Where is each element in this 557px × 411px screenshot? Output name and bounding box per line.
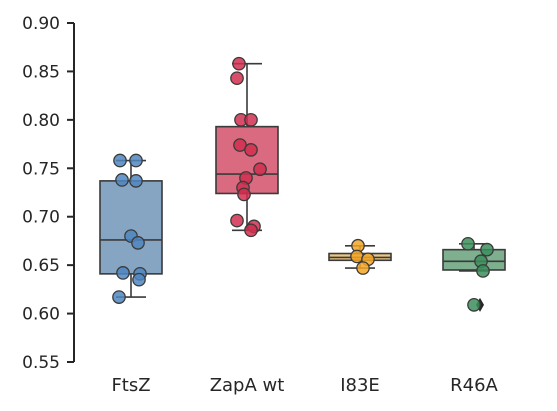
x-tick-label: FtsZ xyxy=(111,375,150,396)
point-layer xyxy=(112,56,494,312)
data-point xyxy=(356,261,370,275)
data-point xyxy=(129,153,143,168)
y-tick-label: 0.85 xyxy=(22,62,60,82)
data-point xyxy=(131,236,145,250)
data-point xyxy=(232,56,246,71)
data-point xyxy=(244,113,258,127)
box-layer xyxy=(99,62,506,312)
y-tick-label: 0.60 xyxy=(22,305,60,325)
data-point xyxy=(476,264,490,278)
y-tick-label: 0.80 xyxy=(22,111,60,131)
x-tick-label: R46A xyxy=(450,375,498,396)
box-3 xyxy=(442,248,506,271)
y-tick-label: 0.90 xyxy=(22,14,60,34)
data-point xyxy=(132,272,146,287)
data-point xyxy=(129,174,143,188)
data-point xyxy=(461,236,475,251)
box-0 xyxy=(99,180,163,275)
y-tick-label: 0.70 xyxy=(22,208,60,228)
data-point xyxy=(113,153,127,168)
x-tick-label: ZapA wt xyxy=(210,375,285,396)
y-axis: 0.55 0.60 0.65 0.70 0.75 0.80 0.85 0.90 xyxy=(22,14,75,373)
y-tick-label: 0.65 xyxy=(22,256,60,276)
data-point xyxy=(230,213,244,228)
y-tick-label: 0.75 xyxy=(22,159,60,179)
data-point xyxy=(244,143,258,157)
y-tick-label: 0.55 xyxy=(22,353,60,373)
data-point xyxy=(115,173,129,187)
x-tick-label: I83E xyxy=(340,375,380,396)
data-point xyxy=(116,266,130,280)
data-point xyxy=(467,298,481,312)
x-axis-labels: FtsZ ZapA wt I83E R46A xyxy=(111,375,498,396)
data-point xyxy=(112,290,126,304)
data-point xyxy=(244,223,258,238)
data-point xyxy=(237,187,251,202)
data-point xyxy=(230,71,244,86)
data-point xyxy=(253,162,267,177)
data-point xyxy=(480,242,494,257)
